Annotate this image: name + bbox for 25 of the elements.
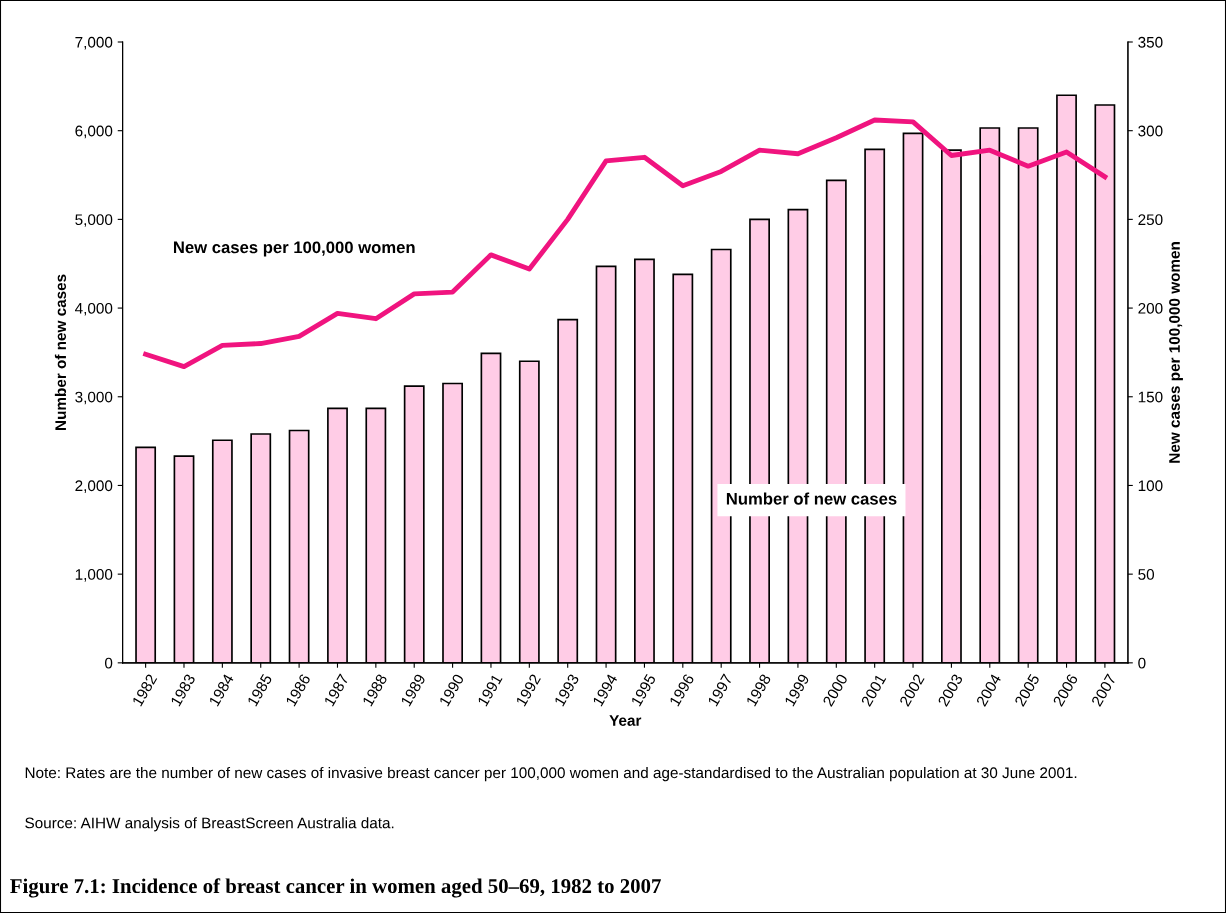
y-tick-label: 0 [104, 657, 113, 669]
line-series [143, 117, 1108, 370]
y2-tick-label: 100 [1138, 480, 1163, 492]
y2-tick-label: 300 [1138, 125, 1163, 137]
y2-tick-label: 250 [1138, 214, 1163, 226]
y-tick-label: 7,000 [75, 36, 113, 50]
y2-axis-title: New cases per 100,000 women [1169, 242, 1183, 463]
y-tick-label: 3,000 [75, 391, 113, 405]
y-tick-label: 1,000 [75, 569, 113, 582]
text: New cases per 100,000 women [173, 241, 415, 257]
y-tick-label: 6,000 [75, 125, 113, 139]
y2-tick-label: 0 [1138, 657, 1146, 669]
y2-tick-label: 50 [1138, 569, 1155, 580]
text: Figure 7.1: Incidence of breast cancer in women aged 50–69, 1982 to 2007 [10, 878, 661, 898]
x-axis-title: Year [609, 715, 642, 726]
y-tick-label: 4,000 [75, 302, 113, 316]
y-tick-label: 2,000 [75, 480, 113, 493]
y2-tick-label: 150 [1138, 391, 1163, 403]
y-axis-title: Number of new cases [54, 274, 67, 430]
source-note: Source: AIHW analysis of BreastScreen Australia data. [25, 817, 394, 832]
y2-tick-label: 350 [1138, 36, 1163, 48]
y-tick-label: 5,000 [75, 214, 113, 227]
text: Note: Rates are the number of new cases of invasive breast cancer per 100,000 women and age-standardised to the Australian population at 30 June 2001. [25, 766, 1077, 782]
y2-tick-label: 200 [1138, 302, 1163, 314]
series-label: Number of new cases [726, 492, 897, 505]
